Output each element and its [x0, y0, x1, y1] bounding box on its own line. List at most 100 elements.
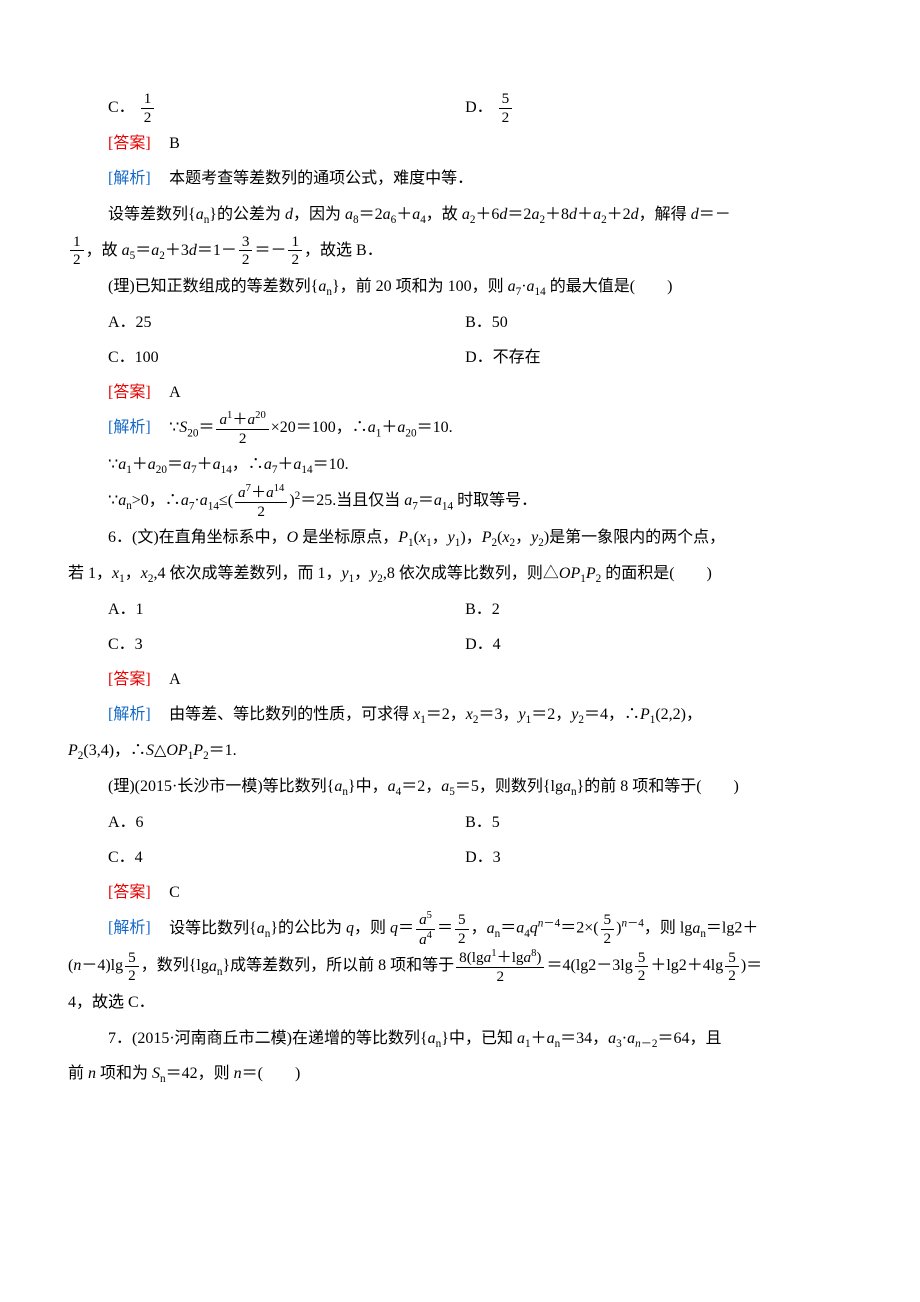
explain-label: [解析]: [108, 419, 151, 436]
t: ∵: [108, 492, 118, 509]
opt-C: C．100: [108, 340, 465, 375]
t: ＝3，: [479, 706, 519, 723]
t: ＋: [531, 1030, 547, 1047]
q7-stem-l2: 前 n 项和为 Sn＝42，则 n＝( ): [68, 1056, 852, 1092]
opt-A: A．1: [108, 592, 465, 627]
t: 的面积是( ): [601, 565, 712, 582]
t: ＋: [197, 456, 213, 473]
answer-label: [答案]: [108, 884, 151, 901]
t: ，: [471, 920, 487, 937]
opt-C: C．3: [108, 627, 465, 662]
opt-B: B．50: [465, 305, 852, 340]
t: ＝: [437, 920, 453, 937]
t: ＝1－: [197, 242, 237, 259]
t: ＝－: [699, 206, 731, 223]
answer-label: [答案]: [108, 384, 151, 401]
t: ＝－: [254, 242, 286, 259]
opt-D: D．不存在: [465, 340, 852, 375]
t: ＝4(lg2－3lg: [546, 958, 632, 975]
t: 6．(文)在直角坐标系中，: [108, 529, 287, 546]
t: ＝2，: [401, 778, 441, 795]
q6b-exp-l2: (n－4)lg52，数列{lgan}成等差数列，所以前 8 项和等于8(lga1…: [68, 948, 852, 985]
t: }的前 8 项和等于( ): [577, 778, 739, 795]
t: ≤(: [219, 492, 233, 509]
answer-label: [答案]: [108, 671, 151, 688]
t: ＝1.: [209, 742, 237, 759]
t: 的最大值是( ): [546, 278, 673, 295]
t: ＋: [577, 206, 593, 223]
answer-letter: B: [169, 126, 180, 161]
q6-stem-l1: 6．(文)在直角坐标系中，O 是坐标原点，P1(x1，y1)，P2(x2，y2)…: [68, 520, 852, 556]
q6b-exp-l1: [解析] 设等比数列{an}的公比为 q，则 q＝a5a4＝52，an＝a4qn…: [68, 910, 852, 948]
answer-letter: C: [169, 875, 180, 910]
t: ，故: [86, 242, 122, 259]
t: 前: [68, 1065, 88, 1082]
t: ,4 依次成等差数列，而 1，: [153, 565, 341, 582]
q5b-opts-1: A．25 B．50: [68, 305, 852, 340]
t: ∵: [108, 456, 118, 473]
t: ＝2: [359, 206, 383, 223]
t: ＝: [167, 456, 183, 473]
t: ，故选 B．: [304, 242, 383, 259]
q5-exp-line1: [解析] 本题考查等差数列的通项公式，难度中等．: [68, 161, 852, 196]
t: ＝10.: [417, 419, 453, 436]
t: }中，已知: [441, 1030, 517, 1047]
q5-answer: [答案] B: [68, 126, 852, 161]
opt-C: C．4: [108, 840, 465, 875]
q5-exp-line2: 设等差数列{an}的公差为 d，因为 a8＝2a6＋a4，故 a2＋6d＝2a2…: [68, 197, 852, 233]
q5b-opts-2: C．100 D．不存在: [68, 340, 852, 375]
t: (理)已知正数组成的等差数列{: [108, 278, 318, 295]
text: 本题考查等差数列的通项公式，难度中等．: [169, 170, 473, 187]
t: ＝: [135, 242, 151, 259]
q6b-opts-2: C．4 D．3: [68, 840, 852, 875]
q6b-stem: (理)(2015·长沙市一模)等比数列{an}中，a4＝2，a5＝5，则数列{l…: [68, 769, 852, 805]
t: )＝: [741, 958, 762, 975]
t: ＝: [398, 920, 414, 937]
t: 设等比数列{: [169, 920, 257, 937]
q6-answer: [答案] A: [68, 662, 852, 697]
t: 设等差数列{: [108, 206, 196, 223]
t: ，解得: [639, 206, 691, 223]
t: ＝2×(: [560, 920, 598, 937]
t: ＝4，∴: [584, 706, 640, 723]
t: ＝( ): [242, 1065, 301, 1082]
q6-opts-2: C．3 D．4: [68, 627, 852, 662]
t: ＝: [198, 419, 214, 436]
t: 是坐标原点，: [298, 529, 398, 546]
t: ＝: [500, 920, 516, 937]
t: ＋: [132, 456, 148, 473]
t: ＝42，则: [166, 1065, 234, 1082]
t: ，: [432, 529, 448, 546]
explain-label: [解析]: [108, 706, 151, 723]
t: }，前 20 项和为 100，则: [332, 278, 508, 295]
explain-label: [解析]: [108, 170, 151, 187]
opt-B: B．2: [465, 592, 852, 627]
t: >0，∴: [132, 492, 181, 509]
q5-options-row2: C． 12 D． 52: [68, 90, 852, 126]
t: ＝10.: [313, 456, 349, 473]
t: ，则: [354, 920, 390, 937]
q6b-exp-l3: 4，故选 C．: [68, 985, 852, 1020]
frac-1-2: 12: [141, 90, 155, 126]
t: ，故: [426, 206, 462, 223]
t: ，: [125, 565, 141, 582]
t: ＝64，且: [657, 1030, 721, 1047]
t: ，数列{lg: [141, 958, 209, 975]
opt-B: B．5: [465, 805, 852, 840]
t: ＝2，: [426, 706, 466, 723]
t: 时取等号．: [453, 492, 537, 509]
q6b-answer: [答案] C: [68, 875, 852, 910]
q6-exp-l2: P2(3,4)，∴S△OP1P2＝1.: [68, 733, 852, 769]
t: ＋: [277, 456, 293, 473]
q5b-exp-l1: [解析] ∵S20＝a1＋a202×20＝100，∴a1＋a20＝10.: [68, 410, 852, 447]
t: －4)lg: [81, 958, 123, 975]
opt-A: A．6: [108, 805, 465, 840]
t: ＋2: [607, 206, 631, 223]
t: }的公比为: [270, 920, 346, 937]
q6b-opts-1: A．6 B．5: [68, 805, 852, 840]
t: ＋: [381, 419, 397, 436]
q5-option-C: C． 12: [108, 90, 465, 126]
t: ,8 依次成等比数列，则△: [383, 565, 559, 582]
t: (2,2)，: [655, 706, 702, 723]
t: △: [154, 742, 166, 759]
